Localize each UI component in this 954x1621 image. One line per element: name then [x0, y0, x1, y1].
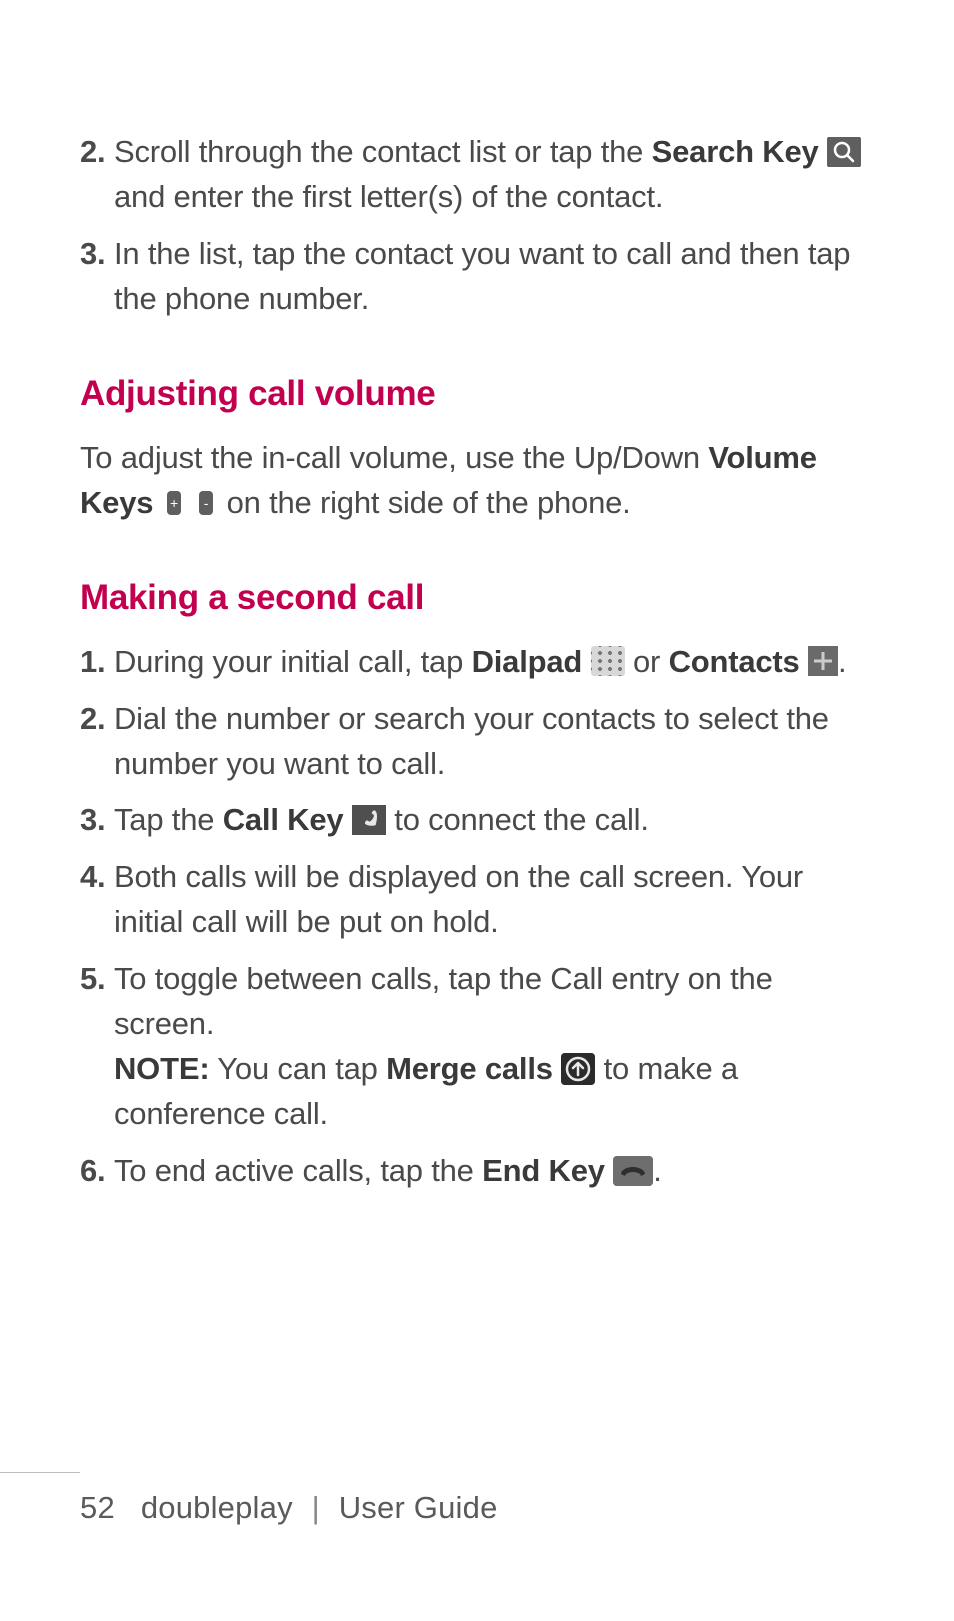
text-run: To adjust the in-call volume, use the Up… [80, 440, 708, 475]
list-item: 4.Both calls will be displayed on the ca… [80, 855, 874, 945]
footer-guide: User Guide [339, 1490, 498, 1525]
dialpad-icon [591, 646, 625, 676]
text-run [553, 1051, 561, 1086]
list-body: To toggle between calls, tap the Call en… [114, 957, 874, 1137]
list-item: 5.To toggle between calls, tap the Call … [80, 957, 874, 1137]
svg-text:+: + [170, 495, 178, 511]
text-run: NOTE: [114, 1051, 209, 1086]
list-item: 2.Dial the number or search your contact… [80, 697, 874, 787]
text-run: and enter the first letter(s) of the con… [114, 179, 663, 214]
list-number: 3. [80, 798, 114, 843]
page-footer: 52 doubleplay | User Guide [0, 1490, 954, 1526]
text-run: on the right side of the phone. [218, 485, 630, 520]
text-run [582, 644, 590, 679]
text-run: Dial the number or search your contacts … [114, 701, 829, 781]
text-run: During your initial call, tap [114, 644, 472, 679]
page-number: 52 [80, 1490, 132, 1526]
volume-up-icon: + [164, 488, 184, 518]
list-item: 3.Tap the Call Key to connect the call. [80, 798, 874, 843]
heading-adjusting-volume: Adjusting call volume [80, 374, 874, 414]
volume-down-icon: - [196, 488, 216, 518]
text-run: Both calls will be displayed on the call… [114, 859, 803, 939]
footer-rule [0, 1472, 80, 1473]
text-run: End Key [482, 1153, 605, 1188]
heading-second-call: Making a second call [80, 578, 874, 618]
text-run: You can tap [209, 1051, 386, 1086]
list-number: 2. [80, 697, 114, 787]
text-run [819, 134, 827, 169]
manual-page: 2.Scroll through the contact list or tap… [0, 0, 954, 1621]
list-body: During your initial call, tap Dialpad or… [114, 640, 874, 685]
merge-calls-icon [561, 1053, 595, 1085]
text-run: Call Key [223, 802, 344, 837]
search-icon [827, 137, 861, 167]
text-run: Merge calls [386, 1051, 553, 1086]
text-run [605, 1153, 613, 1188]
list-body: To end active calls, tap the End Key . [114, 1149, 874, 1194]
list-body: Scroll through the contact list or tap t… [114, 130, 874, 220]
text-run [153, 485, 161, 520]
list-number: 4. [80, 855, 114, 945]
text-run: Contacts [669, 644, 800, 679]
text-run: In the list, tap the contact you want to… [114, 236, 850, 316]
text-run: Dialpad [472, 644, 583, 679]
text-run: To end active calls, tap the [114, 1153, 482, 1188]
list-item: 3.In the list, tap the contact you want … [80, 232, 874, 322]
list-body: Tap the Call Key to connect the call. [114, 798, 874, 843]
list-item: 6.To end active calls, tap the End Key . [80, 1149, 874, 1194]
text-run: To toggle between calls, tap the Call en… [114, 961, 773, 1041]
text-run [800, 644, 808, 679]
para-adjusting-volume: To adjust the in-call volume, use the Up… [80, 436, 874, 526]
contacts-icon [808, 646, 838, 676]
text-run: or [625, 644, 669, 679]
text-run: Tap the [114, 802, 223, 837]
list-body: In the list, tap the contact you want to… [114, 232, 874, 322]
text-run: . [653, 1153, 661, 1188]
list-number: 2. [80, 130, 114, 220]
text-run: . [838, 644, 846, 679]
list-number: 5. [80, 957, 114, 1137]
steps-second-call: 1. During your initial call, tap Dialpad… [80, 640, 874, 1194]
footer-separator: | [312, 1490, 320, 1525]
list-number: 1. [80, 640, 114, 685]
svg-text:-: - [204, 495, 209, 511]
list-number: 3. [80, 232, 114, 322]
list-body: Dial the number or search your contacts … [114, 697, 874, 787]
list-item: 2.Scroll through the contact list or tap… [80, 130, 874, 220]
steps-continued: 2.Scroll through the contact list or tap… [80, 130, 874, 322]
list-item: 1. During your initial call, tap Dialpad… [80, 640, 874, 685]
text-run: to connect the call. [386, 802, 649, 837]
text-run: Search Key [652, 134, 819, 169]
call-icon [352, 805, 386, 835]
list-number: 6. [80, 1149, 114, 1194]
end-call-icon [613, 1156, 653, 1186]
text-run [186, 485, 194, 520]
text-run [343, 802, 351, 837]
list-body: Both calls will be displayed on the call… [114, 855, 874, 945]
footer-brand: doubleplay [141, 1490, 293, 1525]
text-run: Scroll through the contact list or tap t… [114, 134, 652, 169]
